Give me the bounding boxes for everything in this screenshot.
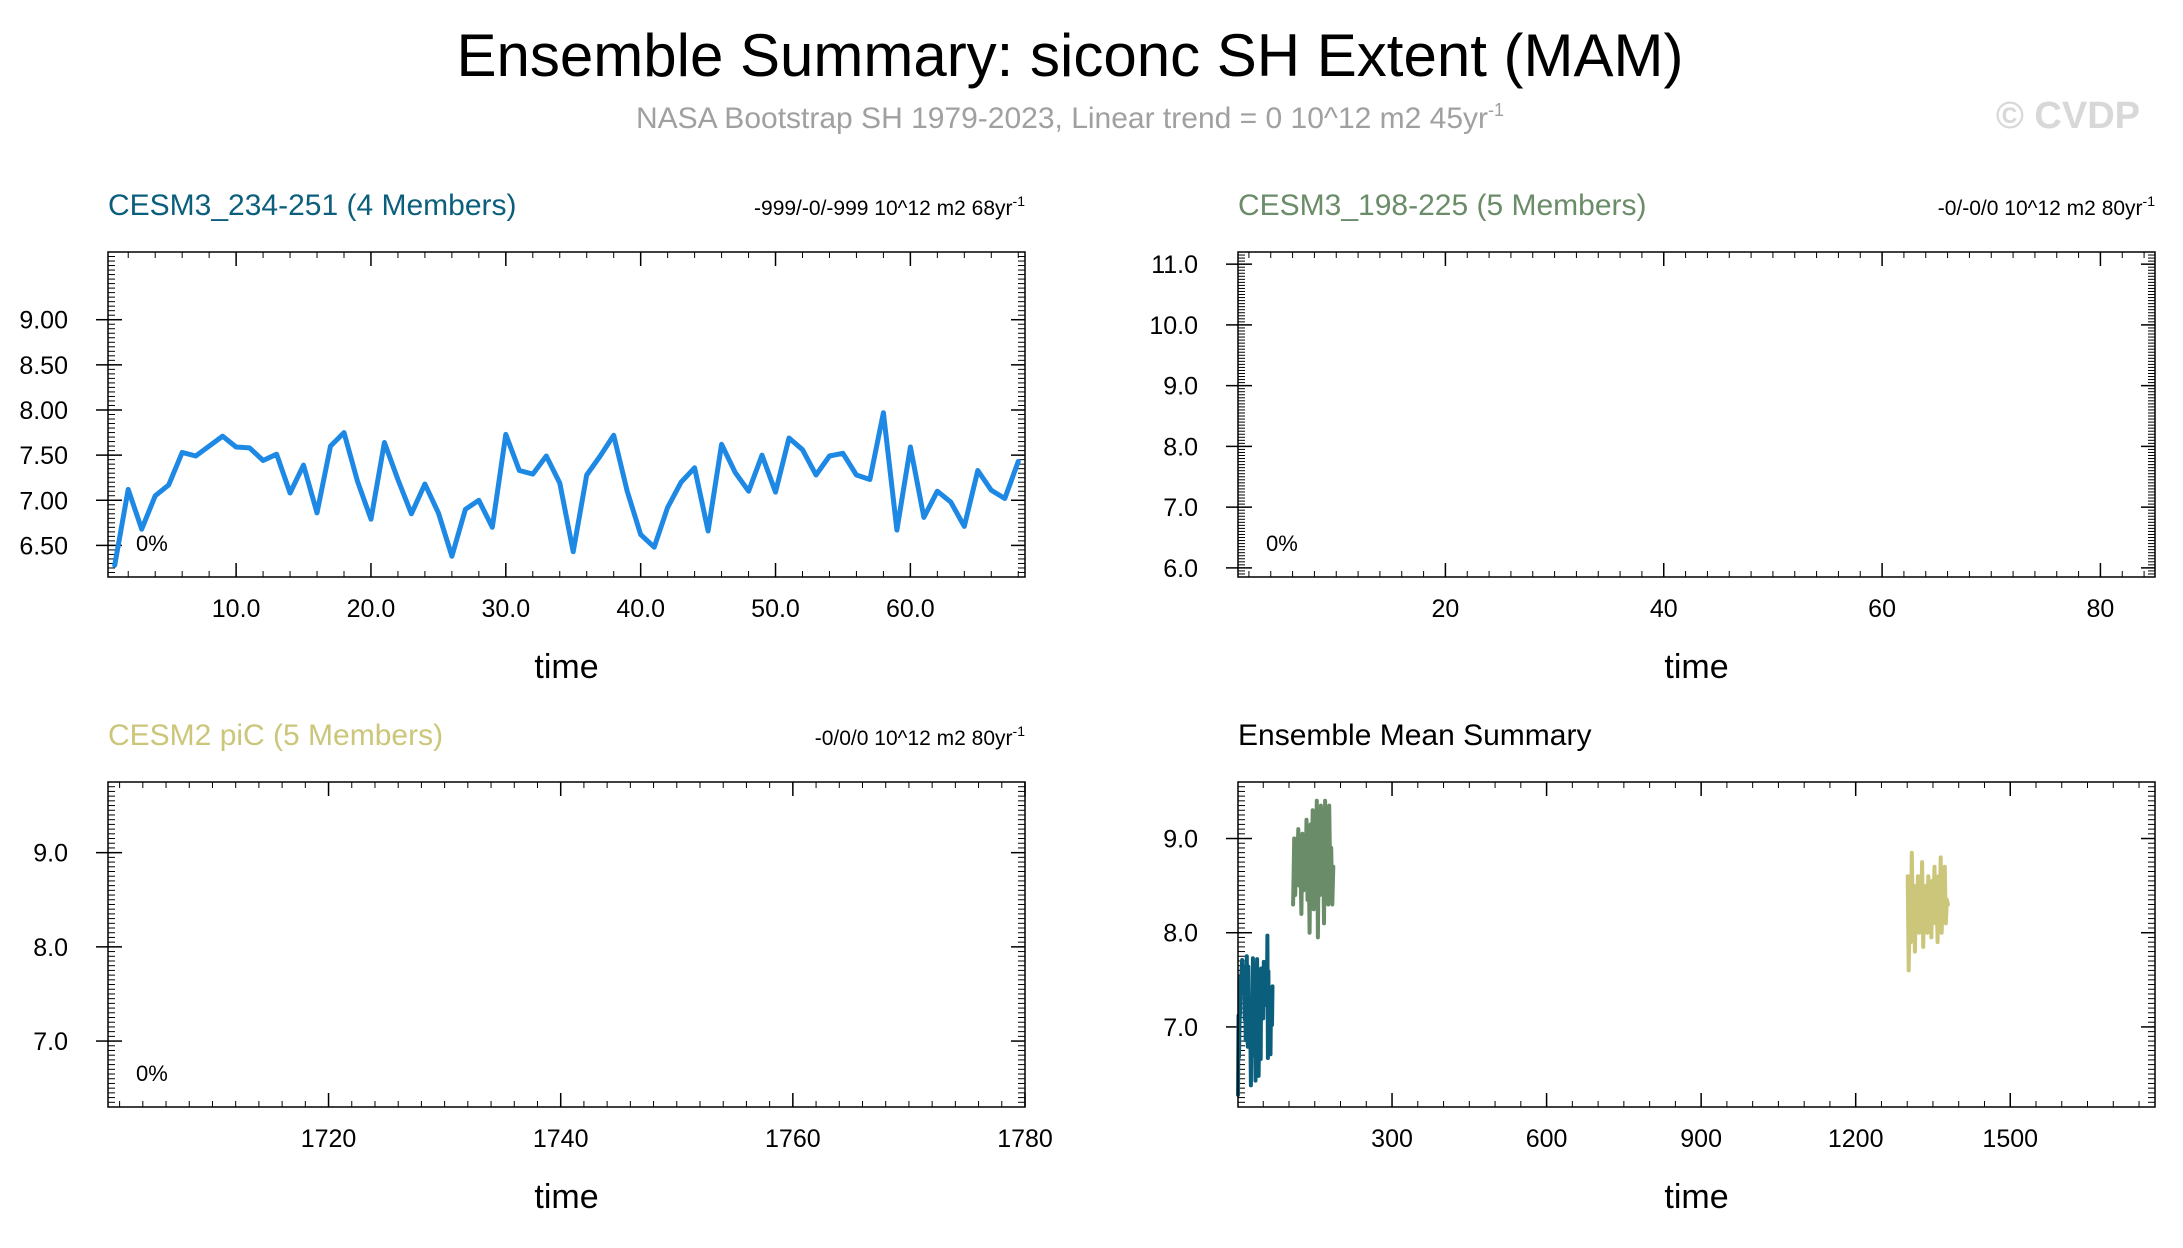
x-axis-label: time — [1664, 648, 1728, 686]
x-tick-label: 60.0 — [886, 595, 935, 623]
y-tick-label: 9.0 — [1163, 826, 1198, 854]
panel-title: CESM3_198-225 (5 Members) — [1238, 189, 1647, 222]
plot-frame — [1237, 781, 2156, 1108]
y-tick-label: 7.00 — [19, 487, 68, 515]
chart-panel-3: CESM2 piC (5 Members) -0/0/0 10^12 m2 80y… — [33, 719, 1053, 1216]
panel-title: CESM2 piC (5 Members) — [108, 719, 443, 752]
chart-panel-1: CESM3_234-251 (4 Members) -999/-0/-999 10… — [19, 189, 1026, 686]
y-tick-label: 9.0 — [1163, 373, 1198, 401]
panel-trend-label: -999/-0/-999 10^12 m2 68yr-1 — [754, 193, 1025, 220]
x-tick-label: 50.0 — [751, 595, 800, 623]
x-tick-label: 20.0 — [347, 595, 396, 623]
percent-label: 0% — [136, 531, 168, 556]
x-tick-label: 1200 — [1828, 1125, 1884, 1153]
x-tick-label: 300 — [1371, 1125, 1413, 1153]
chart-panel-2: CESM3_198-225 (5 Members) -0/-0/0 10^12 m… — [1149, 189, 2156, 686]
y-tick-label: 8.50 — [19, 352, 68, 380]
x-tick-label: 40 — [1650, 595, 1678, 623]
percent-label: 0% — [136, 1061, 168, 1086]
y-tick-label: 8.0 — [1163, 920, 1198, 948]
y-tick-label: 7.0 — [1163, 1014, 1198, 1042]
figure-subtitle: NASA Bootstrap SH 1979-2023, Linear tren… — [636, 100, 1504, 135]
plot-frame — [107, 251, 1026, 578]
x-tick-label: 80 — [2087, 595, 2115, 623]
y-tick-label: 6.0 — [1163, 555, 1198, 583]
subtitle-text: NASA Bootstrap SH 1979-2023, Linear tren… — [636, 102, 1488, 135]
x-tick-label: 1780 — [997, 1125, 1053, 1153]
x-tick-label: 600 — [1526, 1125, 1568, 1153]
series-line — [1905, 850, 1950, 973]
y-tick-label: 8.0 — [33, 934, 68, 962]
x-tick-label: 1740 — [533, 1125, 589, 1153]
series-line — [112, 410, 1021, 568]
x-tick-label: 1500 — [1982, 1125, 2038, 1153]
x-axis-label: time — [1664, 1178, 1728, 1216]
panel-title: CESM3_234-251 (4 Members) — [108, 189, 517, 222]
panel-title: Ensemble Mean Summary — [1238, 719, 1591, 752]
y-tick-label: 11.0 — [1151, 251, 1198, 279]
x-tick-label: 30.0 — [481, 595, 530, 623]
chart-panel-4: Ensemble Mean Summary 300 600 900 1200 1500 7.… — [1163, 719, 2156, 1216]
y-tick-label: 9.00 — [19, 307, 68, 335]
watermark: © CVDP — [1996, 95, 2140, 137]
x-tick-label: 1760 — [765, 1125, 821, 1153]
y-tick-label: 7.0 — [33, 1028, 68, 1056]
y-tick-label: 6.50 — [19, 532, 68, 560]
y-tick-label: 10.0 — [1149, 312, 1198, 340]
x-tick-label: 10.0 — [212, 595, 261, 623]
x-tick-label: 1720 — [301, 1125, 357, 1153]
x-axis-label: time — [534, 648, 598, 686]
plot-frame — [107, 781, 1026, 1108]
y-tick-label: 8.00 — [19, 397, 68, 425]
series-line — [1291, 798, 1336, 940]
y-tick-label: 7.50 — [19, 442, 68, 470]
percent-label: 0% — [1266, 531, 1298, 556]
panel-trend-label: -0/-0/0 10^12 m2 80yr-1 — [1938, 193, 2155, 220]
x-tick-label: 20 — [1432, 595, 1460, 623]
subtitle-sup: -1 — [1488, 100, 1504, 120]
x-axis-label: time — [534, 1178, 598, 1216]
figure-title: Ensemble Summary: siconc SH Extent (MAM) — [457, 22, 1684, 89]
plot-frame — [1237, 251, 2156, 578]
x-tick-label: 900 — [1680, 1125, 1722, 1153]
y-tick-label: 8.0 — [1163, 433, 1198, 461]
series-line — [1236, 933, 1275, 1097]
x-tick-label: 40.0 — [616, 595, 665, 623]
y-tick-label: 9.0 — [33, 840, 68, 868]
panel-trend-label: -0/0/0 10^12 m2 80yr-1 — [815, 723, 1025, 750]
x-tick-label: 60 — [1868, 595, 1896, 623]
y-tick-label: 7.0 — [1163, 494, 1198, 522]
